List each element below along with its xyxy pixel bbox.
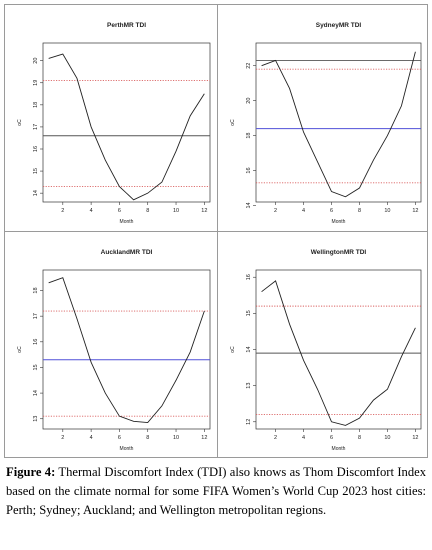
tdi-series-line bbox=[261, 51, 416, 198]
plot-frame bbox=[42, 42, 211, 203]
x-tick-label: 6 bbox=[118, 435, 121, 441]
x-tick-label: 4 bbox=[90, 435, 93, 441]
x-tick-label: 4 bbox=[302, 208, 305, 214]
y-axis-label: oC bbox=[17, 346, 23, 353]
chart-title: WellingtonMR TDI bbox=[311, 249, 367, 256]
y-tick-label: 15 bbox=[33, 168, 39, 174]
y-tick-label: 14 bbox=[33, 390, 39, 396]
y-tick-label: 14 bbox=[246, 202, 252, 208]
x-tick-label: 10 bbox=[384, 208, 390, 214]
x-axis-label: Month bbox=[120, 446, 134, 452]
y-tick-label: 12 bbox=[246, 419, 252, 425]
x-tick-label: 8 bbox=[358, 435, 361, 441]
x-tick-label: 4 bbox=[90, 208, 93, 214]
chart-title: PerthMR TDI bbox=[107, 22, 146, 29]
y-tick-label: 16 bbox=[246, 274, 252, 280]
y-tick-label: 15 bbox=[246, 310, 252, 316]
x-tick-label: 2 bbox=[61, 208, 64, 214]
y-tick-label: 18 bbox=[33, 102, 39, 108]
x-tick-label: 2 bbox=[274, 208, 277, 214]
x-tick-label: 12 bbox=[201, 435, 207, 441]
y-axis-label: oC bbox=[17, 119, 23, 126]
plot-frame bbox=[42, 269, 211, 430]
x-tick-label: 12 bbox=[201, 208, 207, 214]
y-tick-label: 16 bbox=[33, 146, 39, 152]
figure-caption: Figure 4: Thermal Discomfort Index (TDI)… bbox=[6, 463, 426, 520]
x-tick-label: 10 bbox=[173, 208, 179, 214]
tdi-series-line bbox=[261, 280, 416, 426]
x-tick-label: 10 bbox=[384, 435, 390, 441]
y-tick-label: 20 bbox=[246, 98, 252, 104]
x-tick-label: 8 bbox=[358, 208, 361, 214]
y-tick-label: 17 bbox=[33, 313, 39, 319]
y-tick-label: 16 bbox=[246, 167, 252, 173]
grid-divider-horizontal bbox=[5, 231, 427, 232]
auckland-tdi-chart: AucklandMR TDI 2 4 6 8 10 12 13 14 15 16 17 18 Month o… bbox=[17, 249, 211, 452]
sydney-tdi-chart: SydneyMR TDI 2 4 6 8 10 12 14 16 18 20 22 Month oC bbox=[230, 22, 422, 225]
x-tick-label: 6 bbox=[118, 208, 121, 214]
plot-frame bbox=[255, 42, 422, 203]
y-tick-label: 13 bbox=[246, 383, 252, 389]
chart-title: AucklandMR TDI bbox=[101, 249, 153, 256]
tdi-series-line bbox=[48, 277, 205, 424]
plot-frame bbox=[255, 269, 422, 430]
x-tick-label: 2 bbox=[274, 435, 277, 441]
y-tick-label: 14 bbox=[33, 190, 39, 196]
x-tick-label: 12 bbox=[412, 435, 418, 441]
x-tick-label: 8 bbox=[146, 435, 149, 441]
y-axis-label: oC bbox=[230, 346, 236, 353]
x-axis-label: Month bbox=[120, 219, 134, 225]
x-tick-label: 6 bbox=[330, 208, 333, 214]
x-axis-label: Month bbox=[332, 446, 346, 452]
x-tick-label: 12 bbox=[412, 208, 418, 214]
x-axis-label: Month bbox=[332, 219, 346, 225]
figure-caption-label: Figure 4: bbox=[6, 465, 56, 479]
y-tick-label: 17 bbox=[33, 124, 39, 130]
y-tick-label: 16 bbox=[33, 339, 39, 345]
figure-caption-text: Thermal Discomfort Index (TDI) also know… bbox=[6, 465, 427, 517]
wellington-tdi-chart: WellingtonMR TDI 2 4 6 8 10 12 12 13 14 15 16 Month o… bbox=[230, 249, 422, 452]
y-tick-label: 14 bbox=[246, 346, 252, 352]
y-tick-label: 15 bbox=[33, 364, 39, 370]
y-tick-label: 18 bbox=[246, 133, 252, 139]
chart-grid bbox=[4, 4, 428, 458]
x-tick-label: 10 bbox=[173, 435, 179, 441]
y-axis-label: oC bbox=[230, 119, 236, 126]
x-tick-label: 6 bbox=[330, 435, 333, 441]
y-tick-label: 18 bbox=[33, 287, 39, 293]
tdi-series-line bbox=[48, 53, 205, 201]
y-tick-label: 22 bbox=[246, 63, 252, 69]
chart-title: SydneyMR TDI bbox=[316, 22, 362, 29]
x-tick-label: 4 bbox=[302, 435, 305, 441]
x-tick-label: 2 bbox=[61, 435, 64, 441]
y-tick-label: 13 bbox=[33, 416, 39, 422]
y-tick-label: 20 bbox=[33, 58, 39, 64]
x-tick-label: 8 bbox=[146, 208, 149, 214]
y-tick-label: 19 bbox=[33, 80, 39, 86]
perth-tdi-chart: PerthMR TDI 2 4 6 8 10 12 14 15 16 17 18 19 20 Month oC bbox=[17, 22, 211, 225]
